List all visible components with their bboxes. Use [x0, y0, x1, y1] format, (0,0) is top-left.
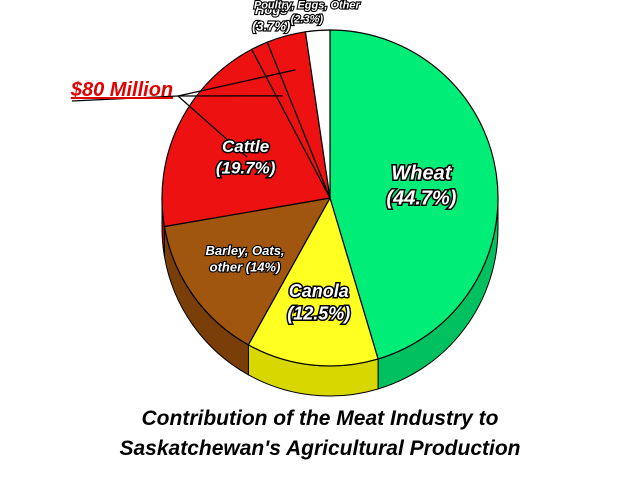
pie-slice-poultry-eggs-other	[304, 29, 331, 199]
slice-labels: Wheat (44.7%) Canola (12.5%) Barley, Oats,ot…	[204, 0, 458, 325]
slice-label-hogs: (3.7%)	[252, 18, 290, 33]
slice-label-hogs: Hogs	[255, 2, 288, 17]
chart-title-line-2: Saskatchewan's Agricultural Production	[119, 437, 521, 460]
slice-label-canola: (12.5%)	[287, 304, 350, 324]
pie-slice-cattle	[161, 48, 331, 228]
callout-label: $80 Million	[70, 79, 173, 101]
chart-title-line-1: Contribution of the Meat Industry to	[141, 407, 499, 430]
callout-leader-line	[177, 95, 248, 158]
pie-slice-barley-oats-other	[163, 197, 332, 346]
slice-label-wheat: (44.7%)	[386, 188, 456, 210]
pie-slice-wheat	[329, 29, 499, 360]
pie-slice-canola	[247, 196, 379, 367]
pie-slices	[161, 29, 499, 367]
slice-label-poultry-eggs-other: Poultry, Eggs, Other	[254, 0, 361, 12]
slice-label-barley-oats-other: other (14%)	[210, 259, 281, 274]
slice-label-canola: Canola	[289, 281, 349, 301]
slice-label-wheat: Wheat	[391, 163, 452, 185]
callout-leaders	[71, 69, 296, 158]
slice-label-cattle: (19.7%)	[216, 158, 276, 177]
slice-label-cattle: Cattle	[222, 137, 269, 156]
callout-leader-line	[177, 69, 296, 97]
callout-underline-leader	[71, 95, 179, 102]
slice-label-poultry-eggs-other: (2.3%)	[291, 13, 324, 25]
slice-label-barley-oats-other: Barley, Oats,	[206, 243, 285, 258]
